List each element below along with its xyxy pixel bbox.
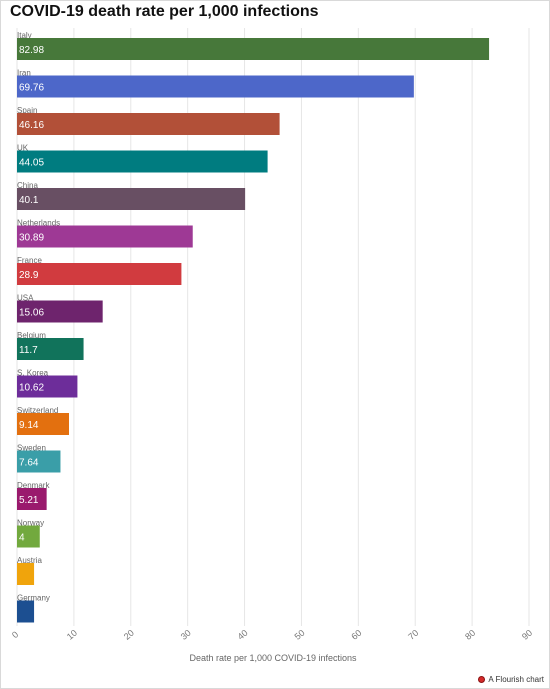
bars: Italy 82.98 Iran 69.76 Spain 46.16 UK 44.05 Chin… [17, 31, 490, 623]
bar-row: Austria [17, 556, 42, 585]
bar-value-label: 69.76 [19, 83, 44, 94]
bar[interactable] [17, 75, 414, 98]
bar-value-label: 82.98 [19, 45, 44, 56]
bar[interactable] [17, 450, 61, 473]
bar-value-label: 9.14 [19, 420, 39, 431]
bar-row: Spain 46.16 [17, 106, 280, 135]
category-label: China [17, 181, 38, 190]
bar[interactable] [17, 525, 40, 548]
bar-value-label: 4 [19, 533, 25, 544]
category-label: Iran [17, 69, 31, 78]
bar-row: S. Korea 10.62 [17, 369, 78, 398]
bar[interactable] [17, 38, 490, 60]
category-label: France [17, 256, 42, 265]
bar-row: USA 15.06 [17, 294, 103, 323]
bar[interactable] [17, 375, 78, 398]
bar[interactable] [17, 563, 35, 585]
bar-row: Italy 82.98 [17, 31, 490, 60]
bar[interactable] [17, 113, 280, 135]
bar-value-label: 10.62 [19, 383, 44, 394]
category-label: Netherlands [17, 219, 60, 228]
category-label: Denmark [17, 481, 50, 490]
bar-value-label: 46.16 [19, 120, 44, 131]
bar[interactable] [17, 150, 268, 173]
credit-label: A Flourish chart [488, 675, 544, 684]
bar-row: France 28.9 [17, 256, 182, 285]
x-tick-label: 50 [292, 628, 306, 642]
bar[interactable] [17, 413, 69, 435]
bar[interactable] [17, 600, 35, 623]
bar[interactable] [17, 338, 84, 360]
category-label: Austria [17, 556, 42, 565]
bar[interactable] [17, 263, 182, 285]
bar-row: Germany [17, 594, 50, 623]
bar-row: Netherlands 30.89 [17, 219, 193, 248]
bar-value-label: 15.06 [19, 308, 44, 319]
category-label: Sweden [17, 444, 46, 453]
bar-row: Norway 4 [17, 519, 44, 548]
bar[interactable] [17, 300, 103, 323]
x-tick-label: 90 [520, 628, 534, 642]
bar-row: Switzerland 9.14 [17, 406, 69, 435]
category-label: Italy [17, 31, 32, 40]
category-label: UK [17, 144, 29, 153]
bar-value-label: 11.7 [19, 345, 38, 356]
x-tick-label: 20 [122, 628, 136, 642]
x-tick-label: 60 [349, 628, 363, 642]
bar-value-label: 40.1 [19, 195, 39, 206]
bar-value-label: 5.21 [19, 495, 39, 506]
x-tick-label: 30 [179, 628, 193, 642]
chart-title: COVID-19 death rate per 1,000 infections [10, 3, 319, 20]
x-tick-label: 0 [10, 629, 20, 640]
bar-row: Iran 69.76 [17, 69, 414, 98]
x-tick-label: 80 [463, 628, 477, 642]
category-label: S. Korea [17, 369, 49, 378]
x-tick-label: 70 [406, 628, 420, 642]
x-axis-ticks: 0 10 20 30 40 50 60 70 80 90 [10, 628, 534, 642]
x-tick-label: 10 [65, 628, 79, 642]
bar[interactable] [17, 488, 47, 510]
category-label: Norway [17, 519, 44, 528]
bar-value-label: 30.89 [19, 233, 44, 244]
bar-value-label: 28.9 [19, 270, 39, 281]
bar-row: China 40.1 [17, 181, 246, 210]
x-tick-label: 40 [236, 628, 250, 642]
flourish-logo-icon [478, 676, 486, 683]
bar-row: Sweden 7.64 [17, 444, 61, 473]
bar[interactable] [17, 188, 246, 210]
bar-value-label: 7.64 [19, 458, 39, 469]
bar-value-label: 44.05 [19, 158, 44, 169]
bar-row: UK 44.05 [17, 144, 268, 173]
category-label: Belgium [17, 331, 46, 340]
category-label: Spain [17, 106, 37, 115]
category-label: Switzerland [17, 406, 58, 415]
flourish-credit[interactable]: A Flourish chart [478, 675, 544, 684]
bar[interactable] [17, 225, 193, 248]
bar-row: Belgium 11.7 [17, 331, 84, 360]
x-axis-title: Death rate per 1,000 COVID-19 infections [189, 653, 357, 663]
bar-row: Denmark 5.21 [17, 481, 50, 510]
category-label: USA [17, 294, 34, 303]
category-label: Germany [17, 594, 50, 603]
